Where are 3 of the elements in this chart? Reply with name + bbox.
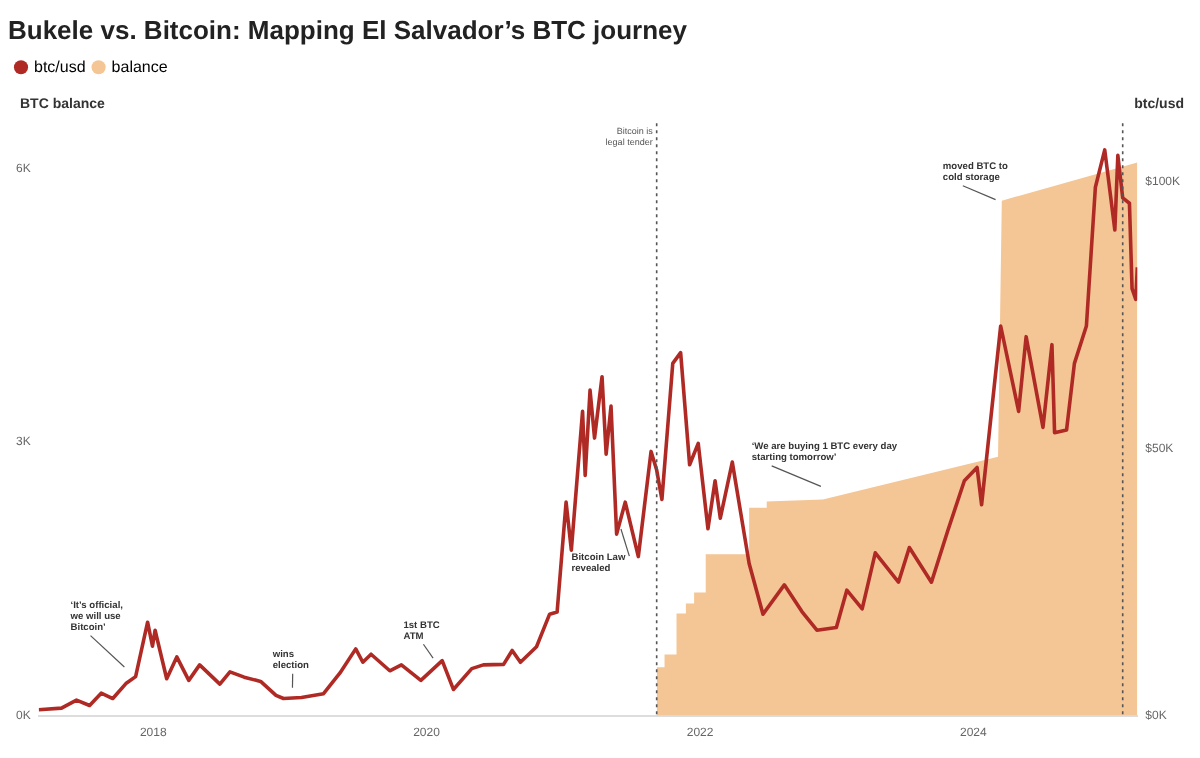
legend-label: btc/usd — [34, 57, 86, 76]
legend-label: balance — [111, 57, 169, 76]
chart-title: Bukele vs. Bitcoin: Mapping El Salvador’s BTC journey — [8, 14, 689, 45]
